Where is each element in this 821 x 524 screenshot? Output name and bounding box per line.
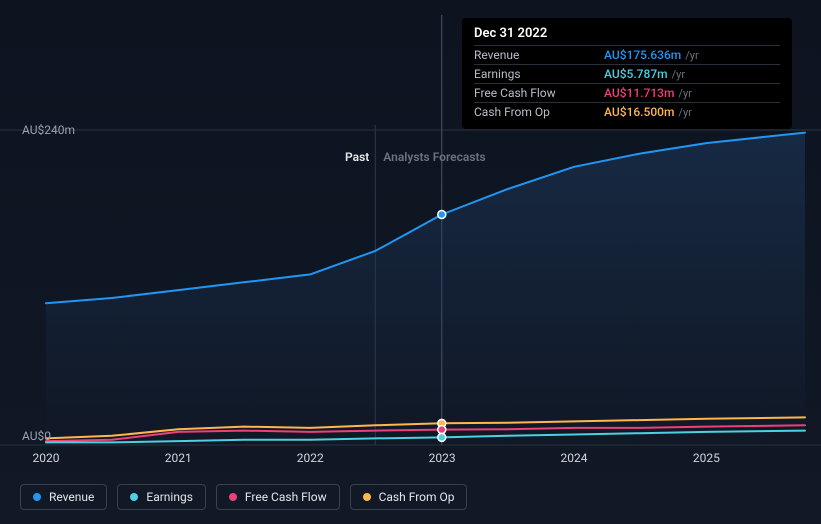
- forecast-period-label: Analysts Forecasts: [383, 150, 485, 164]
- legend-item-revenue[interactable]: Revenue: [20, 484, 107, 510]
- tooltip-metric-label: Cash From Op: [474, 105, 604, 119]
- tooltip-metric-value: AU$16.500m: [604, 105, 674, 119]
- legend-label: Earnings: [146, 490, 193, 504]
- legend-item-earnings[interactable]: Earnings: [117, 484, 206, 510]
- y-axis-max-label: AU$240m: [22, 123, 75, 137]
- legend-label: Cash From Op: [379, 490, 455, 504]
- x-tick-label: 2023: [429, 451, 456, 465]
- tooltip-row: EarningsAU$5.787m/yr: [474, 64, 780, 83]
- tooltip-metric-value: AU$11.713m: [604, 86, 674, 100]
- tooltip-metric-label: Free Cash Flow: [474, 86, 604, 100]
- financial-forecast-chart: AU$240m AU$0 Past Analysts Forecasts 202…: [0, 0, 821, 524]
- legend-dot-icon: [363, 493, 371, 501]
- tooltip-unit: /yr: [678, 87, 691, 100]
- tooltip-unit: /yr: [678, 106, 691, 119]
- tooltip-metric-label: Earnings: [474, 67, 604, 81]
- tooltip-row: Cash From OpAU$16.500m/yr: [474, 102, 780, 121]
- tooltip-metric-label: Revenue: [474, 48, 604, 62]
- legend-dot-icon: [229, 493, 237, 501]
- past-period-label: Past: [345, 150, 369, 164]
- tooltip-date: Dec 31 2022: [474, 26, 780, 45]
- x-tick-label: 2020: [33, 451, 60, 465]
- tooltip-unit: /yr: [685, 49, 698, 62]
- tooltip-metric-value: AU$175.636m: [604, 48, 681, 62]
- tooltip-metric-value: AU$5.787m: [604, 67, 668, 81]
- y-axis-min-label: AU$0: [22, 429, 51, 443]
- legend-item-cash-from-op[interactable]: Cash From Op: [350, 484, 468, 510]
- x-tick-label: 2021: [165, 451, 192, 465]
- chart-legend: Revenue Earnings Free Cash Flow Cash From O…: [20, 484, 467, 510]
- tooltip-row: RevenueAU$175.636m/yr: [474, 45, 780, 64]
- tooltip-unit: /yr: [672, 68, 685, 81]
- legend-dot-icon: [130, 493, 138, 501]
- hover-tooltip: Dec 31 2022 RevenueAU$175.636m/yrEarning…: [462, 18, 792, 129]
- x-tick-label: 2022: [297, 451, 324, 465]
- x-tick-label: 2025: [693, 451, 720, 465]
- tooltip-row: Free Cash FlowAU$11.713m/yr: [474, 83, 780, 102]
- x-tick-label: 2024: [561, 451, 588, 465]
- legend-label: Revenue: [49, 490, 94, 504]
- legend-item-free-cash-flow[interactable]: Free Cash Flow: [216, 484, 340, 510]
- legend-dot-icon: [33, 493, 41, 501]
- legend-label: Free Cash Flow: [245, 490, 327, 504]
